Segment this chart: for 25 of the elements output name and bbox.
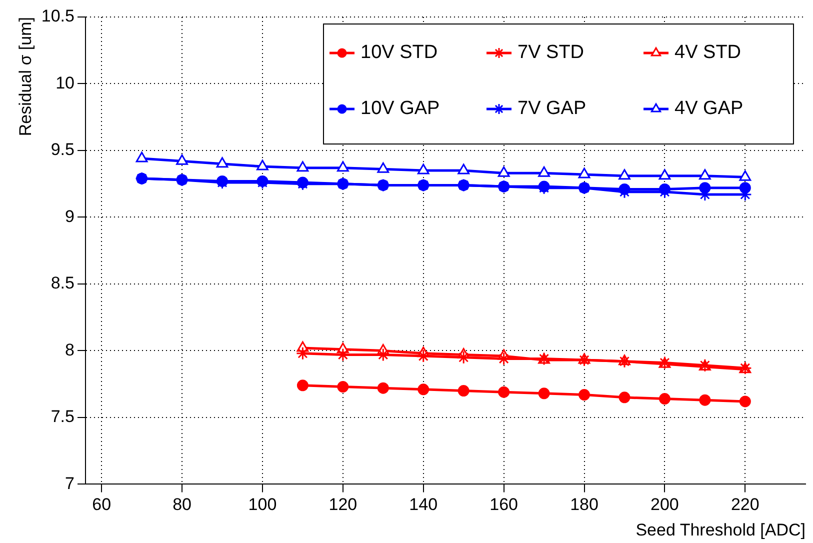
x-tick-label: 140 — [409, 495, 438, 514]
y-tick-label: 8 — [65, 340, 74, 360]
legend-label: 7V GAP — [518, 98, 586, 120]
legend-label: 7V STD — [518, 42, 584, 64]
x-axis-title: Seed Threshold [ADC] — [636, 520, 806, 540]
y-tick-label: 7.5 — [50, 407, 74, 426]
legend-label: 10V GAP — [360, 98, 440, 120]
y-tick-label: 8.5 — [50, 274, 74, 293]
y-tick-label: 9.5 — [50, 140, 74, 160]
x-tick-label: 220 — [730, 495, 760, 514]
x-tick-label: 180 — [570, 495, 598, 514]
x-tick-label: 80 — [172, 495, 192, 514]
y-tick-label: 10.5 — [41, 6, 74, 26]
x-tick-label: 200 — [650, 495, 679, 514]
legend-label: 10V STD — [360, 42, 438, 64]
x-tick-label: 120 — [328, 495, 358, 514]
legend-label: 4V GAP — [674, 98, 744, 120]
y-tick-label: 7 — [65, 474, 74, 493]
y-axis-title: Residual σ [um] — [16, 17, 35, 136]
x-tick-label: 160 — [490, 495, 518, 514]
x-tick-label: 100 — [248, 495, 277, 514]
legend-label: 4V STD — [674, 42, 742, 64]
y-tick-label: 10 — [56, 73, 74, 92]
x-tick-label: 60 — [92, 495, 112, 514]
y-tick-label: 9 — [65, 206, 74, 226]
